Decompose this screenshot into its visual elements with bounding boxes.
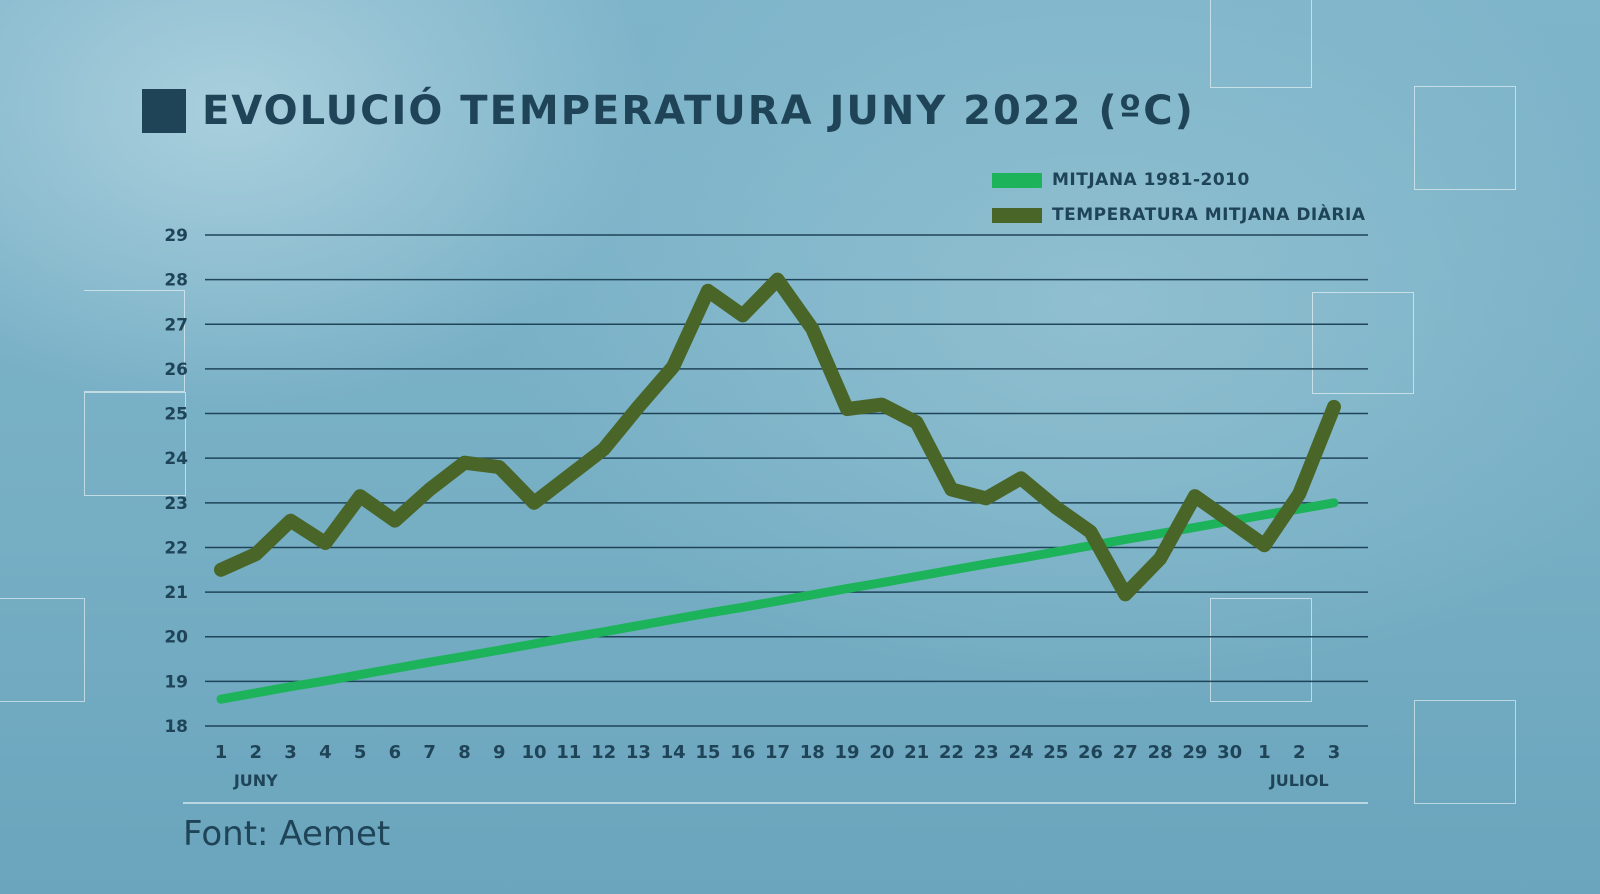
x-tick-label: 3 bbox=[1328, 742, 1341, 763]
x-tick-label: 29 bbox=[1182, 742, 1207, 763]
legend-item-daily: TEMPERATURA MITJANA DIÀRIA bbox=[992, 205, 1365, 225]
x-tick-label: 11 bbox=[556, 742, 581, 763]
x-tick-label: 1 bbox=[215, 742, 228, 763]
decor-box bbox=[1210, 0, 1312, 88]
x-tick-label: 14 bbox=[661, 742, 686, 763]
x-tick-label: 13 bbox=[626, 742, 651, 763]
x-tick-label: 9 bbox=[493, 742, 506, 763]
legend-swatch bbox=[992, 207, 1042, 223]
source-note: Font: Aemet bbox=[183, 814, 391, 854]
x-tick-label: 30 bbox=[1217, 742, 1242, 763]
x-tick-label: 16 bbox=[730, 742, 755, 763]
y-tick-label: 25 bbox=[164, 405, 188, 425]
x-tick-label: 4 bbox=[319, 742, 332, 763]
legend-swatch bbox=[992, 172, 1042, 188]
x-tick-label: 26 bbox=[1078, 742, 1103, 763]
y-tick-label: 26 bbox=[164, 360, 188, 380]
x-tick-label: 24 bbox=[1008, 742, 1033, 763]
legend-label: MITJANA 1981-2010 bbox=[1052, 170, 1250, 190]
decor-box bbox=[1414, 700, 1516, 804]
x-tick-label: 2 bbox=[250, 742, 263, 763]
decor-box bbox=[1312, 292, 1414, 394]
x-tick-label: 3 bbox=[284, 742, 297, 763]
x-tick-label: 8 bbox=[458, 742, 471, 763]
y-tick-label: 21 bbox=[164, 583, 188, 603]
decor-box bbox=[84, 290, 185, 392]
y-tick-label: 22 bbox=[164, 538, 188, 558]
x-tick-label: 15 bbox=[695, 742, 720, 763]
chart-title: EVOLUCIÓ TEMPERATURA JUNY 2022 (ºC) bbox=[142, 88, 1195, 134]
y-tick-label: 24 bbox=[164, 449, 188, 469]
x-tick-label: 18 bbox=[800, 742, 825, 763]
x-tick-label: 1 bbox=[1258, 742, 1271, 763]
month-label: JUNY bbox=[233, 771, 278, 790]
y-tick-label: 29 bbox=[164, 226, 188, 246]
title-square-icon bbox=[142, 89, 186, 133]
x-tick-label: 28 bbox=[1148, 742, 1173, 763]
x-tick-label: 6 bbox=[389, 742, 402, 763]
legend-label: TEMPERATURA MITJANA DIÀRIA bbox=[1052, 205, 1366, 225]
x-tick-label: 19 bbox=[835, 742, 860, 763]
decor-box bbox=[1210, 598, 1312, 702]
x-tick-label: 5 bbox=[354, 742, 367, 763]
x-tick-label: 12 bbox=[591, 742, 616, 763]
y-tick-label: 28 bbox=[164, 271, 188, 291]
x-tick-label: 27 bbox=[1113, 742, 1138, 763]
y-tick-label: 27 bbox=[164, 315, 188, 335]
x-tick-label: 17 bbox=[765, 742, 790, 763]
decor-box bbox=[84, 392, 186, 496]
y-tick-label: 20 bbox=[164, 628, 188, 648]
month-label: JULIOL bbox=[1269, 771, 1329, 790]
x-tick-label: 7 bbox=[423, 742, 436, 763]
y-tick-label: 18 bbox=[164, 717, 188, 737]
x-tick-label: 2 bbox=[1293, 742, 1306, 763]
x-tick-label: 10 bbox=[522, 742, 547, 763]
y-tick-label: 23 bbox=[164, 494, 188, 514]
x-tick-label: 23 bbox=[974, 742, 999, 763]
decor-box bbox=[0, 598, 85, 702]
x-tick-label: 20 bbox=[869, 742, 894, 763]
y-tick-label: 19 bbox=[164, 672, 188, 692]
x-tick-label: 22 bbox=[939, 742, 964, 763]
legend-item-mean: MITJANA 1981-2010 bbox=[992, 170, 1250, 190]
decor-box bbox=[1414, 86, 1516, 190]
title-text: EVOLUCIÓ TEMPERATURA JUNY 2022 (ºC) bbox=[202, 88, 1195, 134]
x-tick-label: 25 bbox=[1043, 742, 1068, 763]
x-tick-label: 21 bbox=[904, 742, 929, 763]
